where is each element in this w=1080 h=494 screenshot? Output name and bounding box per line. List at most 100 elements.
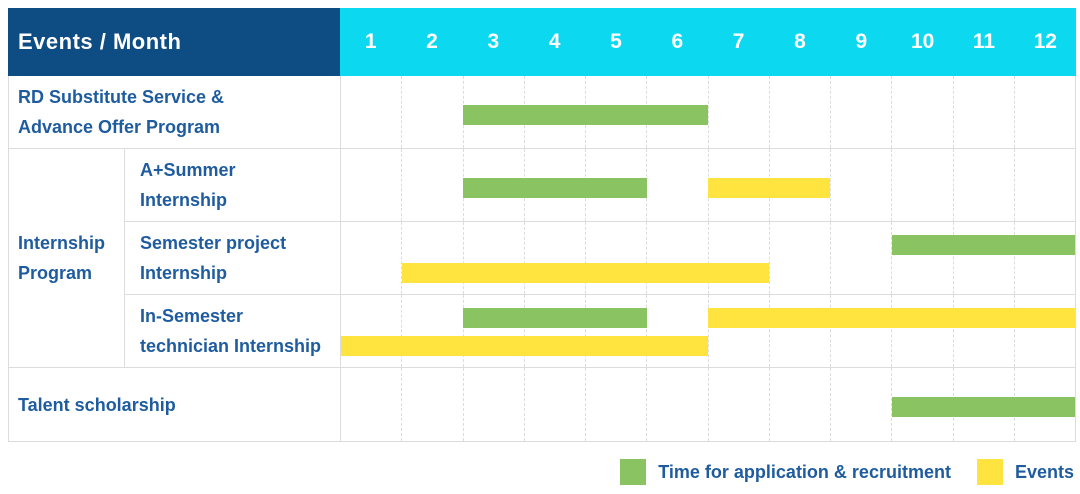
grid-column (709, 368, 770, 441)
table-body: RD Substitute Service & Advance Offer Pro… (8, 76, 1076, 442)
grid-column (892, 149, 954, 221)
table-header-title: Events / Month (8, 8, 340, 76)
legend-label: Events (1014, 461, 1074, 482)
row-label: Talent scholarship (9, 368, 341, 441)
month-label: 7 (732, 30, 745, 53)
row-label-line: Internship (140, 190, 228, 210)
row-chart (341, 149, 1075, 221)
legend: Time for application & recruitment Events (594, 459, 1074, 485)
row-label: Semester project Internship (125, 222, 341, 294)
legend-item: Events (976, 459, 1074, 485)
grid-column (831, 368, 893, 441)
events-bar (708, 308, 1075, 328)
grid-column (770, 368, 831, 441)
row-label-line: technician Internship (140, 336, 322, 356)
grid-column (402, 295, 464, 367)
row-label: A+Summer Internship (125, 149, 341, 221)
grid-column (402, 76, 464, 148)
grid-column (709, 222, 770, 294)
grid-column (525, 295, 586, 367)
grid-column (831, 76, 893, 148)
grid-column (954, 76, 1015, 148)
grid-column (770, 222, 831, 294)
events-table: Events / Month 1 2 3 4 5 6 7 8 9 10 11 12 RD Substi… (8, 8, 1076, 442)
row-label: RD Substitute Service & Advance Offer Pro… (9, 76, 341, 148)
grid-column (1015, 76, 1075, 148)
table-subrow: In-Semester technician Internship (125, 295, 1075, 367)
grid-column (954, 295, 1015, 367)
grid-column (402, 222, 464, 294)
grid-column (770, 76, 831, 148)
grid-column (709, 295, 770, 367)
legend-label: Time for application & recruitment (658, 461, 951, 482)
month-label: 1 (364, 30, 377, 53)
table-subrow: A+Summer Internship (125, 149, 1075, 222)
grid-column (831, 222, 893, 294)
row-label-line: Internship (18, 233, 106, 253)
grid-column (1015, 222, 1075, 294)
month-label: 6 (671, 30, 684, 53)
row-chart (341, 295, 1075, 367)
month-label: 11 (972, 30, 996, 53)
grid-column (464, 222, 525, 294)
month-grid (341, 222, 1075, 294)
grid-column (831, 295, 893, 367)
row-label-line: Program (18, 263, 93, 283)
row-chart (341, 76, 1075, 148)
table-row: RD Substitute Service & Advance Offer Pro… (9, 76, 1075, 149)
grid-column (464, 368, 525, 441)
grid-column (341, 149, 403, 221)
group-label: Internship Program (9, 149, 125, 367)
row-label-line: Semester project (140, 233, 287, 253)
grid-column (831, 149, 893, 221)
grid-column (525, 368, 586, 441)
row-label-line: RD Substitute Service & (18, 87, 225, 107)
row-label-line: In-Semester (140, 306, 244, 326)
events-bar (402, 263, 770, 283)
events-bar (341, 336, 708, 356)
grid-column (341, 295, 403, 367)
grid-column (647, 222, 709, 294)
month-label: 8 (794, 30, 806, 53)
grid-column (647, 295, 709, 367)
grid-column (647, 76, 709, 148)
month-grid (341, 76, 1075, 148)
row-chart (341, 368, 1075, 441)
table-header: Events / Month 1 2 3 4 5 6 7 8 9 10 11 12 (8, 8, 1076, 76)
grid-column (402, 149, 464, 221)
grid-column (647, 368, 709, 441)
application-recruitment-bar (463, 105, 708, 125)
green-legend-swatch (620, 459, 647, 485)
month-label: 2 (426, 30, 438, 53)
month-header-row: 1 2 3 4 5 6 7 8 9 10 11 12 (340, 8, 1076, 76)
row-label: In-Semester technician Internship (125, 295, 341, 367)
table-subrow: Semester project Internship (125, 222, 1075, 295)
grid-column (954, 222, 1015, 294)
grid-column (647, 149, 709, 221)
row-label-line: Advance Offer Program (18, 117, 221, 137)
month-label: 3 (487, 30, 500, 53)
grid-column (954, 149, 1015, 221)
events-bar (708, 178, 831, 198)
grid-column (1015, 149, 1075, 221)
row-label-line: A+Summer (140, 160, 236, 180)
month-label: 4 (548, 30, 561, 53)
yellow-legend-swatch (976, 459, 1003, 485)
month-label: 9 (855, 30, 868, 53)
grid-column (709, 76, 770, 148)
grid-column (586, 295, 648, 367)
application-recruitment-bar (463, 178, 647, 198)
grid-column (892, 295, 954, 367)
month-label: 12 (1033, 30, 1057, 53)
month-label: 10 (910, 30, 935, 53)
grid-column (586, 368, 648, 441)
month-label: 5 (610, 30, 622, 53)
row-chart (341, 222, 1075, 294)
grid-column (525, 222, 586, 294)
table-row: Talent scholarship (9, 368, 1075, 441)
grid-column (341, 76, 403, 148)
grid-column (1015, 295, 1075, 367)
grid-column (341, 222, 403, 294)
grid-column (770, 295, 831, 367)
